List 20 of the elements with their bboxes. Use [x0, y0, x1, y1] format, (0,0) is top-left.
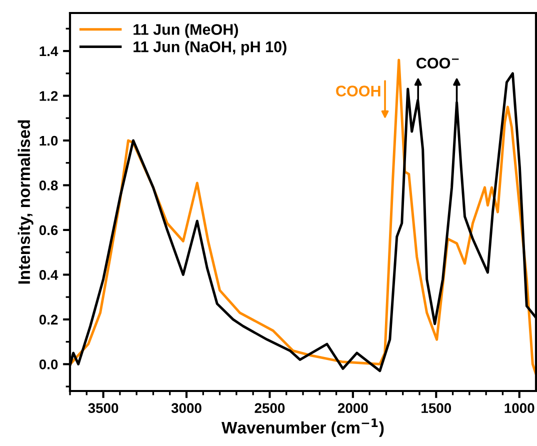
x-axis-title: Wavenumber (cm$^{−1}$) [222, 418, 384, 437]
y-axis-title: Intensity, normalised [18, 120, 34, 284]
y-tick-label: 0.8 [39, 180, 58, 190]
y-tick-label: 1.4 [40, 46, 58, 56]
x-tick-label: 1500 [422, 403, 452, 414]
legend-label: 11 Jun (MeOH) [134, 24, 238, 38]
y-tick-label: 1.0 [40, 136, 58, 146]
x-tick-label: 1000 [504, 403, 534, 414]
annotation: COO$^{−}$ [416, 58, 459, 69]
x-tick-label: 2000 [338, 403, 368, 414]
x-tick-label: 3500 [88, 403, 118, 414]
annotation: COOH [336, 86, 380, 96]
y-tick-label: 1.2 [40, 91, 58, 101]
y-tick-label: 0.2 [39, 314, 58, 325]
x-tick-label: 3000 [171, 403, 202, 414]
y-tick-label: 0.6 [39, 225, 58, 236]
y-tick-label: 0.0 [39, 359, 58, 370]
x-tick-label: 2500 [254, 403, 285, 414]
y-tick-label: 0.4 [39, 270, 58, 280]
legend-label: 11 Jun (NaOH, pH 10) [134, 40, 286, 56]
